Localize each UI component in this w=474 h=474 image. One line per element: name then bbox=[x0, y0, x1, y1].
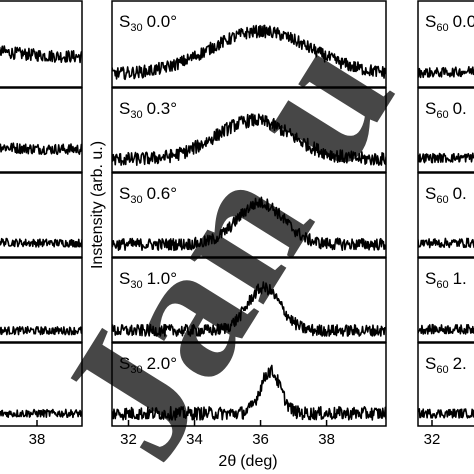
panel-center-col-1: S30 0.0° bbox=[111, 0, 387, 88]
panel-label: S60 0. bbox=[425, 99, 467, 121]
panel-label: S60 2. bbox=[425, 354, 467, 376]
diffraction-trace bbox=[418, 237, 474, 249]
x-tick-label: 38 bbox=[29, 431, 46, 448]
panel-frame bbox=[417, 342, 474, 427]
diffraction-trace bbox=[112, 364, 386, 421]
panel-frame bbox=[0, 172, 83, 258]
x-tick-label: 36 bbox=[252, 431, 269, 448]
sample-prefix: S bbox=[119, 354, 130, 373]
sample-prefix: S bbox=[119, 99, 130, 118]
diffraction-trace bbox=[0, 237, 82, 248]
diffraction-trace bbox=[112, 24, 386, 81]
y-axis-title: Instensity (arb. u.) bbox=[89, 141, 106, 269]
sample-prefix: S bbox=[119, 12, 130, 31]
sample-prefix: S bbox=[425, 99, 436, 118]
x-axis-unit: (deg) bbox=[240, 453, 277, 470]
diffraction-trace bbox=[418, 66, 474, 79]
sample-angle: 0.6° bbox=[147, 184, 177, 203]
panel-right-col-5: S60 2. bbox=[417, 342, 474, 427]
x-axis-title: 2θ (deg) bbox=[218, 453, 277, 470]
panel-frame bbox=[417, 87, 474, 173]
panel-frame bbox=[111, 172, 387, 258]
sample-prefix: S bbox=[425, 269, 436, 288]
panel-left-col-2 bbox=[0, 87, 83, 173]
panel-frame bbox=[111, 87, 387, 173]
panel-label: S60 0.0° bbox=[425, 12, 474, 34]
panel-left-col-4 bbox=[0, 257, 83, 343]
panel-center-col-5: S30 2.0° bbox=[111, 342, 387, 427]
sample-subscript: 30 bbox=[130, 279, 142, 291]
sample-subscript: 60 bbox=[436, 22, 448, 34]
left-column-panels: 38 bbox=[0, 0, 83, 448]
panel-label: S60 1. bbox=[425, 269, 467, 291]
diffraction-trace bbox=[112, 196, 386, 252]
panel-frame bbox=[0, 342, 83, 427]
diffraction-trace bbox=[0, 408, 82, 419]
sample-subscript: 30 bbox=[130, 364, 142, 376]
x-axis-symbol: 2θ bbox=[218, 453, 236, 470]
diffraction-trace bbox=[112, 281, 386, 337]
sample-prefix: S bbox=[425, 354, 436, 373]
sample-angle: 2.0° bbox=[147, 354, 177, 373]
panel-label: S30 0.0° bbox=[119, 12, 177, 34]
panel-label: S30 0.3° bbox=[119, 99, 177, 121]
x-tick-label: 32 bbox=[424, 431, 441, 448]
sample-angle: 2. bbox=[453, 354, 467, 373]
sample-subscript: 30 bbox=[130, 22, 142, 34]
sample-angle: 1. bbox=[453, 269, 467, 288]
panel-center-col-2: S30 0.3° bbox=[111, 87, 387, 173]
sample-subscript: 30 bbox=[130, 109, 142, 121]
diffraction-trace bbox=[418, 408, 474, 419]
panel-frame bbox=[417, 172, 474, 258]
sample-subscript: 60 bbox=[436, 364, 448, 376]
diffraction-trace bbox=[0, 325, 82, 336]
panel-label: S30 0.6° bbox=[119, 184, 177, 206]
x-tick-label: 34 bbox=[186, 431, 203, 448]
sample-prefix: S bbox=[119, 184, 130, 203]
panel-center-col-3: S30 0.6° bbox=[111, 172, 387, 258]
sample-angle: 1.0° bbox=[147, 269, 177, 288]
diffraction-trace bbox=[418, 152, 474, 164]
x-tick-label: 32 bbox=[120, 431, 137, 448]
panel-left-col-5 bbox=[0, 342, 83, 427]
sample-subscript: 60 bbox=[436, 279, 448, 291]
panel-right-col-4: S60 1. bbox=[417, 257, 474, 343]
panel-frame bbox=[417, 0, 474, 88]
panel-label: S60 0. bbox=[425, 184, 467, 206]
sample-prefix: S bbox=[119, 269, 130, 288]
sample-subscript: 60 bbox=[436, 109, 448, 121]
diffraction-trace bbox=[418, 323, 474, 335]
panel-right-col-3: S60 0. bbox=[417, 172, 474, 258]
center-column-panels: S30 0.0°S30 0.3°S30 0.6°S30 1.0°S30 2.0°32 34 3… bbox=[111, 0, 387, 448]
panel-label: S30 1.0° bbox=[119, 269, 177, 291]
panel-frame bbox=[0, 0, 83, 88]
panel-frame bbox=[111, 342, 387, 427]
panel-right-col-1: S60 0.0° bbox=[417, 0, 474, 88]
panel-left-col-3 bbox=[0, 172, 83, 258]
panel-frame bbox=[417, 257, 474, 343]
panel-frame bbox=[0, 257, 83, 343]
x-tick-label: 38 bbox=[318, 431, 335, 448]
sample-prefix: S bbox=[425, 184, 436, 203]
sample-angle: 0.0° bbox=[147, 12, 177, 31]
panel-center-col-4: S30 1.0° bbox=[111, 257, 387, 343]
panel-frame bbox=[0, 87, 83, 173]
panel-frame bbox=[111, 0, 387, 88]
diffraction-trace bbox=[0, 45, 82, 64]
sample-prefix: S bbox=[425, 12, 436, 31]
panel-label: S30 2.0° bbox=[119, 354, 177, 376]
sample-angle: 0.0° bbox=[453, 12, 474, 31]
diffraction-trace bbox=[112, 113, 386, 166]
sample-angle: 0. bbox=[453, 184, 467, 203]
sample-subscript: 60 bbox=[436, 194, 448, 206]
sample-angle: 0. bbox=[453, 99, 467, 118]
panel-frame bbox=[111, 257, 387, 343]
sample-angle: 0.3° bbox=[147, 99, 177, 118]
sample-subscript: 30 bbox=[130, 194, 142, 206]
panel-right-col-2: S60 0. bbox=[417, 87, 474, 173]
diffraction-trace bbox=[0, 142, 82, 156]
panel-left-col-1 bbox=[0, 0, 83, 88]
